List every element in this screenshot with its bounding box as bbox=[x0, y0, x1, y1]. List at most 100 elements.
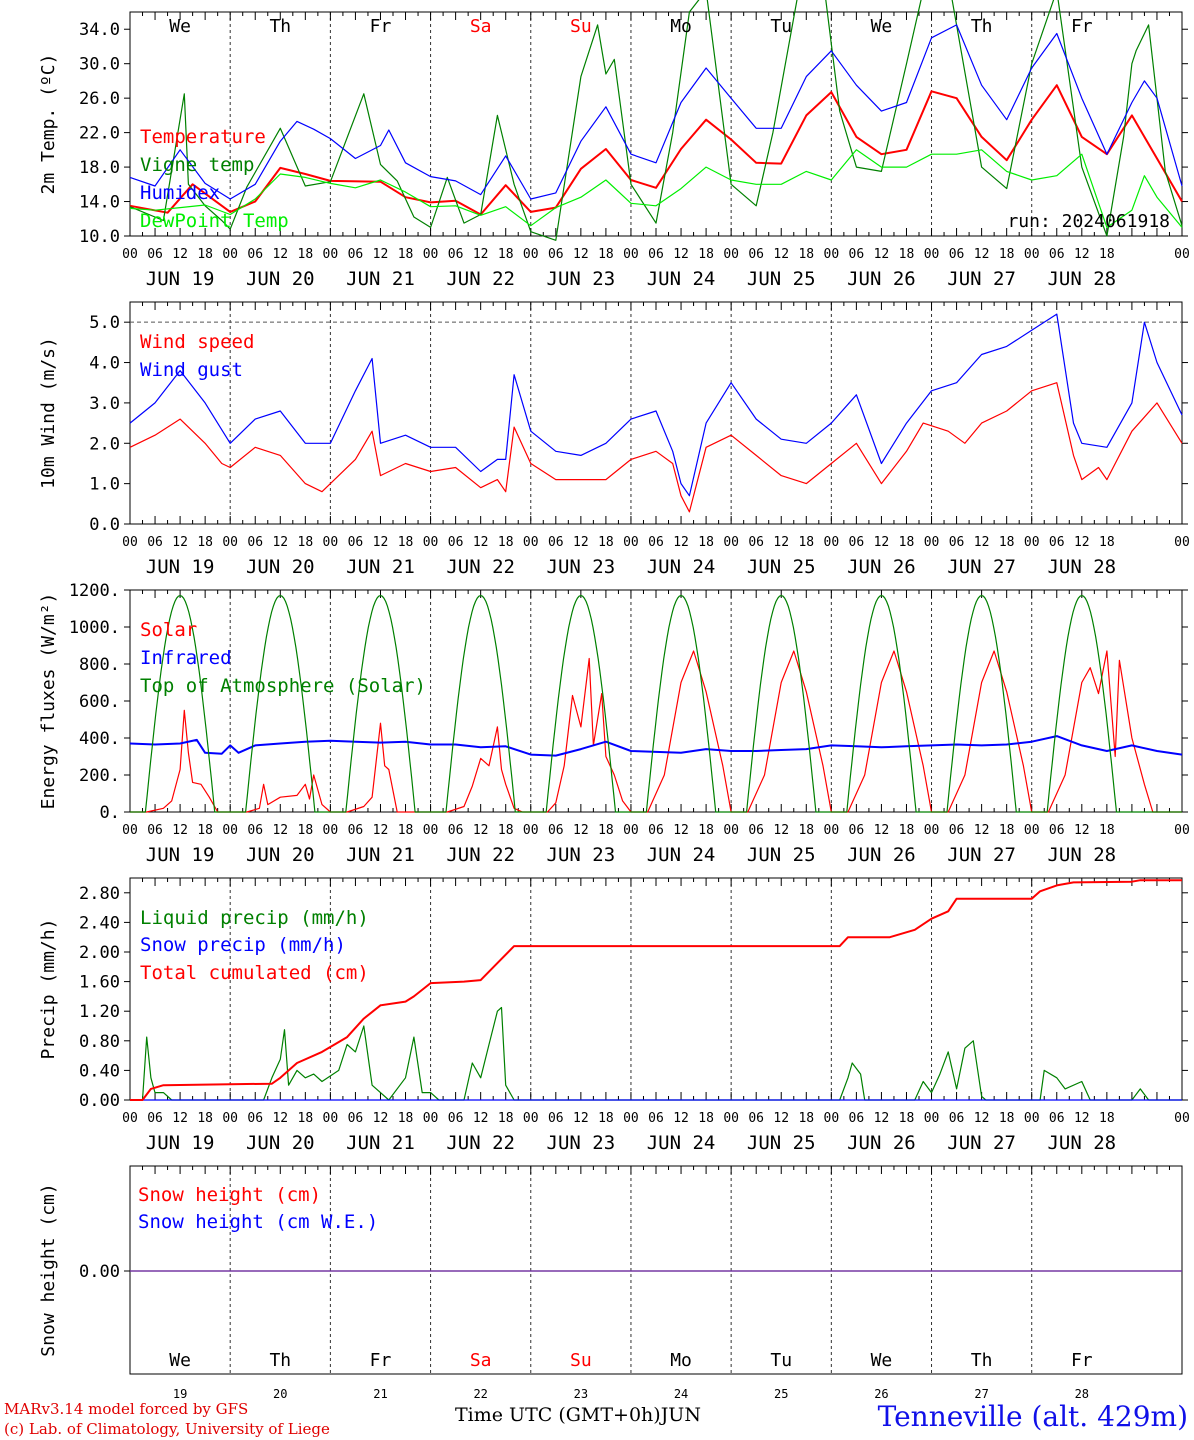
hour-tick-label: 06 bbox=[548, 1111, 564, 1126]
hour-tick-label: 18 bbox=[498, 247, 514, 262]
legend-entry: Total cumulated (cm) bbox=[140, 962, 369, 984]
series-line-2 bbox=[129, 0, 1183, 241]
hour-tick-label: 12 bbox=[874, 823, 890, 838]
y-tick-label: 10.0 bbox=[79, 227, 120, 247]
y-tick-label: 600. bbox=[79, 692, 120, 712]
legend-entry: Solar bbox=[140, 619, 197, 641]
y-tick-label: 1.0 bbox=[89, 475, 120, 495]
weekday-label: Tu bbox=[770, 1350, 792, 1371]
day-number-label: 26 bbox=[874, 1387, 888, 1401]
hour-tick-label: 06 bbox=[448, 823, 464, 838]
y-tick-label: 22.0 bbox=[79, 124, 120, 144]
hour-tick-label: 18 bbox=[498, 1111, 514, 1126]
hour-tick-label: 18 bbox=[798, 823, 814, 838]
hour-tick-label: 18 bbox=[197, 1111, 213, 1126]
hour-tick-label: 18 bbox=[197, 535, 213, 550]
series-line-3 bbox=[129, 24, 1183, 200]
y-tick-label: 18.0 bbox=[79, 158, 120, 178]
hour-tick-label: 06 bbox=[748, 823, 764, 838]
hour-tick-label: 12 bbox=[673, 535, 689, 550]
y-tick-label: 5.0 bbox=[89, 313, 120, 333]
hour-tick-label: 18 bbox=[298, 535, 314, 550]
date-label: JUN 25 bbox=[747, 844, 816, 866]
hour-tick-label: 18 bbox=[498, 823, 514, 838]
hour-tick-label: 18 bbox=[999, 823, 1015, 838]
date-label: JUN 21 bbox=[346, 1132, 415, 1154]
hour-tick-label: 18 bbox=[398, 823, 414, 838]
hour-tick-label: 12 bbox=[974, 535, 990, 550]
series-line-1 bbox=[129, 84, 1183, 216]
hour-tick-label: 12 bbox=[272, 535, 288, 550]
hour-tick-label: 00 bbox=[1024, 823, 1040, 838]
date-label: JUN 20 bbox=[246, 844, 315, 866]
hour-tick-label: 06 bbox=[648, 823, 664, 838]
hour-tick-label: 06 bbox=[448, 535, 464, 550]
date-label: JUN 28 bbox=[1047, 1132, 1116, 1154]
hour-tick-label: 18 bbox=[899, 247, 915, 262]
hour-tick-label: 00 bbox=[222, 247, 238, 262]
hour-tick-label: 00 bbox=[1174, 247, 1190, 262]
hour-tick-label: 12 bbox=[473, 1111, 489, 1126]
hour-tick-label: 12 bbox=[272, 823, 288, 838]
hour-tick-label: 18 bbox=[1099, 535, 1115, 550]
hour-tick-label: 12 bbox=[1074, 535, 1090, 550]
hour-tick-label: 00 bbox=[1024, 1111, 1040, 1126]
run-label: run: 2024061918 bbox=[1007, 211, 1170, 232]
legend-entry: Top of Atmosphere (Solar) bbox=[140, 675, 426, 697]
legend-entry: Snow height (cm) bbox=[138, 1184, 321, 1206]
hour-tick-label: 00 bbox=[323, 823, 339, 838]
series-line-4 bbox=[129, 149, 1183, 228]
date-label: JUN 20 bbox=[246, 556, 315, 578]
date-label: JUN 28 bbox=[1047, 556, 1116, 578]
hour-tick-label: 00 bbox=[824, 1111, 840, 1126]
hour-tick-label: 18 bbox=[698, 247, 714, 262]
hour-tick-label: 06 bbox=[949, 1111, 965, 1126]
hour-tick-label: 12 bbox=[974, 823, 990, 838]
hour-tick-label: 18 bbox=[298, 247, 314, 262]
legend-entry: Humidex bbox=[140, 182, 220, 204]
hour-tick-label: 18 bbox=[798, 535, 814, 550]
hour-tick-label: 12 bbox=[573, 823, 589, 838]
y-axis-label: Snow height (cm) bbox=[38, 1183, 59, 1356]
hour-tick-label: 06 bbox=[849, 1111, 865, 1126]
hour-tick-label: 06 bbox=[147, 535, 163, 550]
y-tick-label: 0. bbox=[100, 803, 120, 823]
hour-tick-label: 06 bbox=[648, 247, 664, 262]
hour-tick-label: 00 bbox=[623, 1111, 639, 1126]
hour-tick-label: 18 bbox=[197, 247, 213, 262]
weekday-label: Tu bbox=[770, 16, 792, 37]
hour-tick-label: 00 bbox=[222, 535, 238, 550]
weekday-label: We bbox=[169, 1350, 191, 1371]
hour-tick-label: 18 bbox=[698, 823, 714, 838]
hour-tick-label: 00 bbox=[523, 535, 539, 550]
hour-tick-label: 06 bbox=[748, 247, 764, 262]
series-line-3 bbox=[130, 594, 1182, 813]
hour-tick-label: 00 bbox=[623, 247, 639, 262]
hour-tick-label: 12 bbox=[874, 1111, 890, 1126]
legend-entry: Snow precip (mm/h) bbox=[140, 934, 346, 956]
panel-5 bbox=[124, 1165, 1183, 1375]
hour-tick-label: 00 bbox=[1174, 1111, 1190, 1126]
hour-tick-label: 12 bbox=[573, 535, 589, 550]
hour-tick-label: 00 bbox=[824, 823, 840, 838]
date-label: JUN 21 bbox=[346, 556, 415, 578]
weekday-label: Fr bbox=[1071, 1350, 1093, 1371]
hour-tick-label: 18 bbox=[1099, 247, 1115, 262]
date-label: JUN 25 bbox=[747, 556, 816, 578]
hour-tick-label: 00 bbox=[523, 1111, 539, 1126]
hour-tick-label: 06 bbox=[648, 1111, 664, 1126]
date-label: JUN 19 bbox=[146, 556, 215, 578]
hour-tick-label: 12 bbox=[673, 247, 689, 262]
hour-tick-label: 12 bbox=[1074, 247, 1090, 262]
day-number-label: 24 bbox=[674, 1387, 688, 1401]
hour-tick-label: 12 bbox=[1074, 1111, 1090, 1126]
hour-tick-label: 06 bbox=[1049, 535, 1065, 550]
hour-tick-label: 00 bbox=[723, 823, 739, 838]
hour-tick-label: 18 bbox=[899, 823, 915, 838]
hour-tick-label: 18 bbox=[598, 823, 614, 838]
hour-tick-label: 12 bbox=[172, 535, 188, 550]
hour-tick-label: 00 bbox=[122, 823, 138, 838]
hour-tick-label: 00 bbox=[723, 535, 739, 550]
hour-tick-label: 18 bbox=[398, 1111, 414, 1126]
weekday-label: Su bbox=[570, 1350, 592, 1371]
